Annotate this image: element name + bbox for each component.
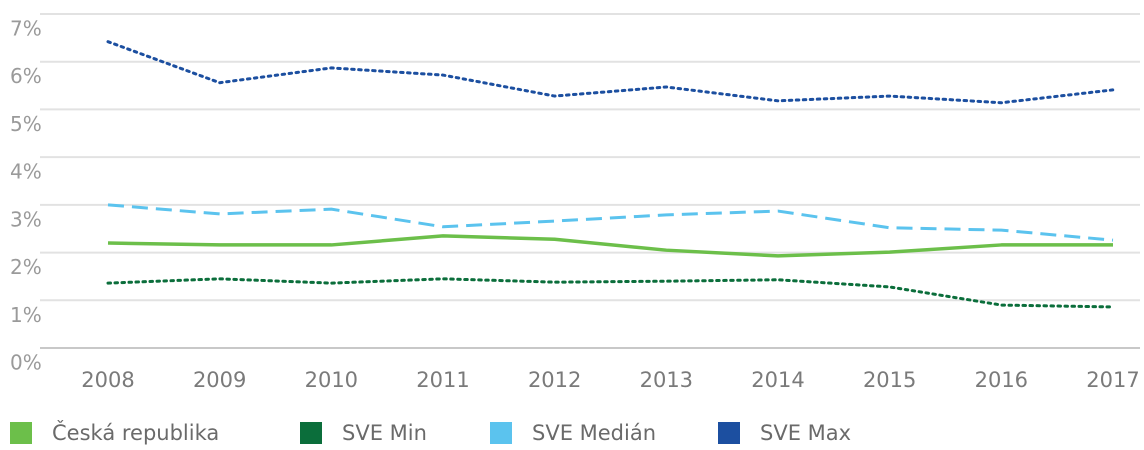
y-tick-label: 2% (10, 255, 42, 279)
x-tick-label: 2010 (305, 368, 358, 392)
y-tick-label: 4% (10, 160, 42, 184)
series-line (107, 234, 1113, 258)
legend-label: SVE Min (342, 421, 427, 445)
legend-swatch (300, 422, 322, 444)
x-tick-label: 2015 (863, 368, 916, 392)
series-line (106, 277, 1115, 309)
x-tick-label: 2013 (640, 368, 693, 392)
x-tick-label: 2008 (81, 368, 134, 392)
legend-label: Česká republika (52, 420, 219, 445)
y-tick-label: 0% (10, 351, 42, 375)
x-tick-label: 2016 (975, 368, 1028, 392)
x-tick-label: 2011 (416, 368, 469, 392)
x-tick-label: 2017 (1086, 368, 1139, 392)
y-tick-label: 3% (10, 207, 42, 231)
y-tick-label: 5% (10, 112, 42, 136)
legend-swatch (490, 422, 512, 444)
x-tick-label: 2014 (751, 368, 804, 392)
y-tick-label: 7% (10, 17, 42, 41)
legend-label: SVE Max (760, 421, 851, 445)
legend-swatch (10, 422, 32, 444)
legend-swatch (718, 422, 740, 444)
x-tick-label: 2009 (193, 368, 246, 392)
legend-label: SVE Medián (532, 421, 656, 445)
y-tick-label: 1% (10, 303, 42, 327)
x-tick-label: 2012 (528, 368, 581, 392)
series-line (107, 203, 1114, 242)
series-line (106, 40, 1115, 105)
y-tick-label: 6% (10, 64, 42, 88)
